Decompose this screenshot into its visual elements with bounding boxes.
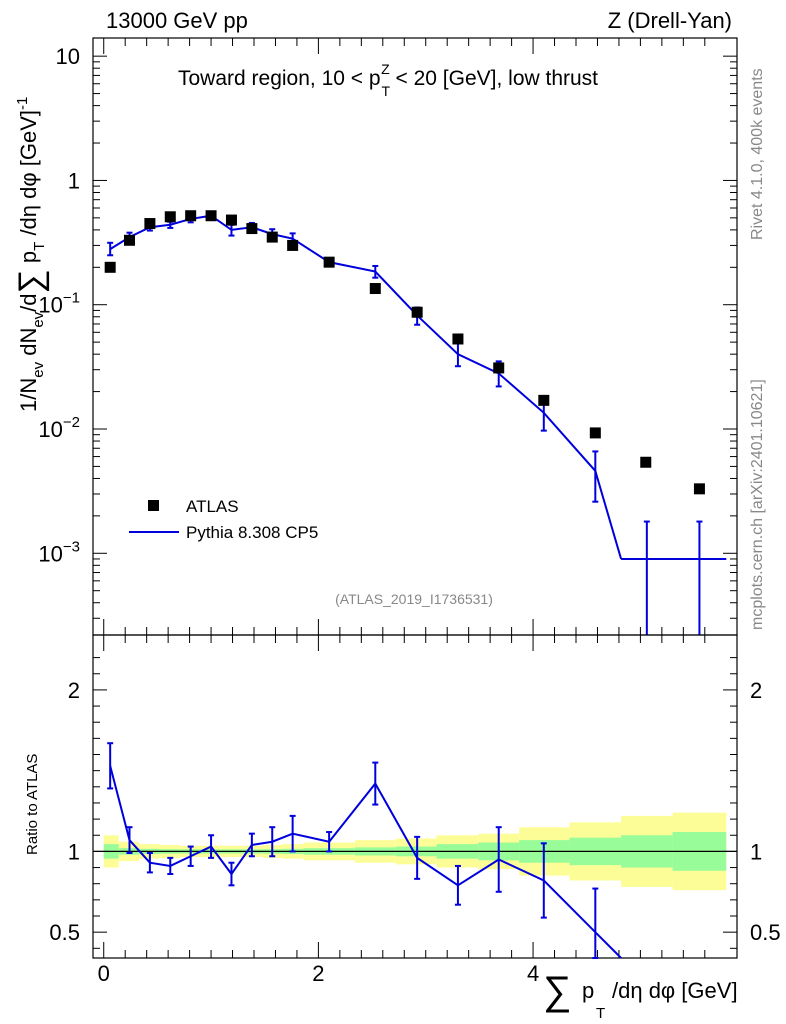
x-tick-label: 2 — [312, 961, 324, 986]
atlas-marker — [123, 234, 135, 246]
y-tick-label: 10−2 — [38, 414, 80, 442]
atlas-marker — [104, 261, 116, 273]
process-label: Z (Drell-Yan) — [608, 8, 732, 33]
atlas-marker — [493, 362, 505, 374]
atlas-marker — [369, 283, 381, 295]
atlas-marker — [589, 427, 601, 439]
pythia-curve — [109, 214, 623, 560]
atlas-marker — [185, 210, 197, 222]
ratio-y-tick-label: 0.5 — [49, 920, 80, 945]
atlas-marker — [246, 223, 258, 235]
atlas-marker — [266, 231, 278, 243]
atlas-marker — [164, 211, 176, 223]
y-tick-label: 1 — [68, 168, 80, 193]
x-tick-label: 4 — [527, 961, 539, 986]
svg-text:/dη dφ [GeV]: /dη dφ [GeV] — [612, 978, 738, 1003]
energy-label: 13000 GeV pp — [106, 8, 248, 33]
svg-text:∑: ∑ — [543, 969, 572, 1013]
ratio-y-tick-label: 2 — [68, 678, 80, 703]
y-tick-label: 10−1 — [38, 290, 80, 318]
mcplots-label: mcplots.cern.ch [arXiv:2401.10621] — [749, 379, 766, 630]
atlas-marker — [640, 456, 652, 468]
main-y-axis-label: 1/Nev dNev/d∑ pT /dη dφ [GeV]-1 — [12, 97, 50, 412]
legend: ATLAS Pythia 8.308 CP5 — [129, 497, 318, 542]
legend-label-pythia: Pythia 8.308 CP5 — [186, 523, 318, 542]
svg-text:p: p — [582, 978, 594, 1003]
ratio-frame — [92, 634, 738, 959]
atlas-marker — [323, 256, 335, 268]
analysis-watermark: (ATLAS_2019_I1736531) — [335, 591, 493, 607]
legend-label-atlas: ATLAS — [186, 497, 239, 516]
x-axis-label: ∑ p T /dη dφ [GeV] — [543, 969, 738, 1022]
ratio-y-tick-label-right: 2 — [750, 678, 762, 703]
atlas-marker — [693, 483, 705, 495]
ratio-y-tick-label-right: 0.5 — [750, 920, 781, 945]
atlas-marker — [205, 210, 217, 222]
svg-text:T: T — [596, 1005, 605, 1022]
atlas-marker — [287, 239, 299, 251]
x-tick-label: 0 — [98, 961, 110, 986]
rivet-label: Rivet 4.1.0, 400k events — [749, 68, 766, 240]
legend-marker-atlas — [148, 500, 159, 511]
ratio-y-tick-label-right: 1 — [750, 839, 762, 864]
atlas-marker — [452, 333, 464, 345]
y-tick-label: 10 — [56, 44, 80, 69]
atlas-marker — [225, 214, 237, 226]
ratio-y-axis-label: Ratio to ATLAS — [24, 754, 41, 855]
ratio-curve — [109, 765, 622, 959]
y-tick-label: 10−3 — [38, 538, 80, 566]
ratio-y-tick-label: 1 — [68, 839, 80, 864]
main-frame — [92, 37, 738, 636]
main-title: Toward region, 10 < pTZ < 20 [GeV], low … — [178, 61, 598, 99]
svg-text:1/Nev dNev/d∑ pT /dη dφ [GeV]: 1/Nev dNev/d∑ pT /dη dφ [GeV]-1 — [12, 97, 50, 412]
atlas-marker — [144, 218, 156, 230]
atlas-marker — [538, 394, 550, 406]
atlas-marker — [411, 306, 423, 318]
